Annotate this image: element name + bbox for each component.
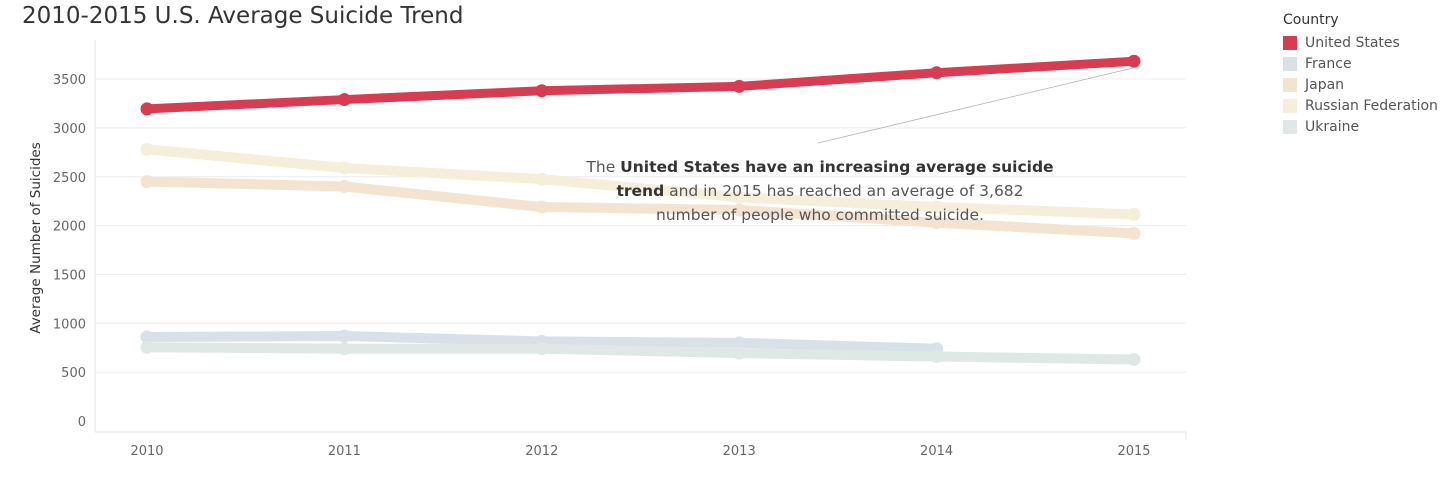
legend-label: France bbox=[1305, 55, 1352, 72]
y-tick-label: 3000 bbox=[53, 122, 86, 137]
y-tick-label: 2500 bbox=[53, 171, 86, 186]
data-point-japan bbox=[1127, 226, 1141, 240]
data-point-japan bbox=[930, 216, 944, 230]
y-tick-label: 500 bbox=[61, 366, 86, 381]
data-point-russian-federation bbox=[930, 200, 944, 214]
y-tick-label: 2000 bbox=[53, 220, 86, 235]
data-point-ukraine bbox=[140, 340, 154, 354]
data-point-russian-federation bbox=[140, 142, 154, 156]
data-point-united-states bbox=[535, 84, 549, 98]
legend-swatch bbox=[1283, 119, 1297, 134]
x-tick-label: 2013 bbox=[723, 444, 756, 459]
y-tick-label: 1500 bbox=[53, 268, 86, 283]
legend-item: France bbox=[1283, 53, 1438, 74]
legend: Country United States France Japan Russian … bbox=[1283, 12, 1438, 137]
data-point-russian-federation bbox=[1127, 207, 1141, 221]
data-point-france bbox=[140, 330, 154, 344]
x-tick-label: 2014 bbox=[920, 444, 953, 459]
data-point-japan bbox=[535, 200, 549, 214]
y-axis-label: Average Number of Suicides bbox=[28, 142, 44, 334]
x-tick-label: 2011 bbox=[328, 444, 361, 459]
data-point-united-states bbox=[1127, 54, 1141, 68]
annotation-rest-2: number of people who committed suicide. bbox=[656, 206, 984, 224]
data-point-japan bbox=[732, 203, 746, 217]
series-line-japan bbox=[142, 176, 1139, 239]
data-point-russian-federation bbox=[732, 190, 746, 204]
data-point-france bbox=[732, 336, 746, 350]
legend-swatch bbox=[1283, 56, 1297, 71]
data-point-ukraine bbox=[337, 342, 351, 356]
data-point-japan bbox=[337, 180, 351, 194]
series-line-united-states bbox=[142, 56, 1139, 114]
y-tick-label: 1000 bbox=[53, 317, 86, 332]
legend-label: Russian Federation bbox=[1305, 97, 1438, 114]
data-point-japan bbox=[140, 175, 154, 189]
data-point-united-states bbox=[140, 102, 154, 116]
legend-title: Country bbox=[1283, 12, 1339, 28]
data-point-russian-federation bbox=[535, 172, 549, 186]
axes: 0 500 1000 1500 2000 2500 3000 3500 2010 2011 2012… bbox=[53, 40, 1187, 459]
legend-swatch bbox=[1283, 98, 1297, 113]
x-tick-label: 2010 bbox=[130, 444, 163, 459]
series-line-russian-federation bbox=[142, 144, 1139, 220]
series-line-ukraine bbox=[142, 342, 1139, 365]
y-tick-label: 0 bbox=[78, 415, 86, 430]
legend-label: United States bbox=[1305, 34, 1400, 51]
legend-swatch bbox=[1283, 77, 1297, 92]
legend-item: Ukraine bbox=[1283, 116, 1438, 137]
series-lines bbox=[140, 54, 1141, 366]
x-tick-label: 2015 bbox=[1117, 444, 1150, 459]
annotation-bold-2: trend bbox=[616, 182, 665, 200]
annotation-rest-1: and in 2015 has reached an average of 3,… bbox=[664, 182, 1024, 200]
data-point-france bbox=[337, 329, 351, 343]
chart-title: 2010-2015 U.S. Average Suicide Trend bbox=[22, 3, 464, 29]
x-tick-label: 2012 bbox=[525, 444, 558, 459]
data-point-united-states bbox=[337, 93, 351, 107]
data-point-united-states bbox=[732, 79, 746, 93]
legend-items: United States France Japan Russian Federati… bbox=[1283, 32, 1438, 137]
gridlines bbox=[95, 78, 1186, 373]
legend-swatch bbox=[1283, 35, 1297, 50]
legend-item: Russian Federation bbox=[1283, 95, 1438, 116]
legend-item: Japan bbox=[1283, 74, 1438, 95]
data-point-russian-federation bbox=[337, 161, 351, 175]
annotation-lead: The bbox=[586, 158, 621, 176]
data-point-ukraine bbox=[535, 342, 549, 356]
y-tick-label: 3500 bbox=[53, 73, 86, 88]
annotation-bold-1: United States have an increasing average… bbox=[620, 158, 1054, 176]
legend-item: United States bbox=[1283, 32, 1438, 53]
legend-label: Japan bbox=[1305, 76, 1345, 93]
annotation-leader-line bbox=[817, 67, 1134, 144]
annotation: The United States have an increasing ave… bbox=[560, 155, 1080, 227]
data-point-united-states bbox=[930, 66, 944, 80]
data-point-ukraine bbox=[1127, 352, 1141, 366]
legend-label: Ukraine bbox=[1305, 118, 1360, 135]
data-point-ukraine bbox=[930, 350, 944, 364]
data-point-ukraine bbox=[732, 346, 746, 360]
